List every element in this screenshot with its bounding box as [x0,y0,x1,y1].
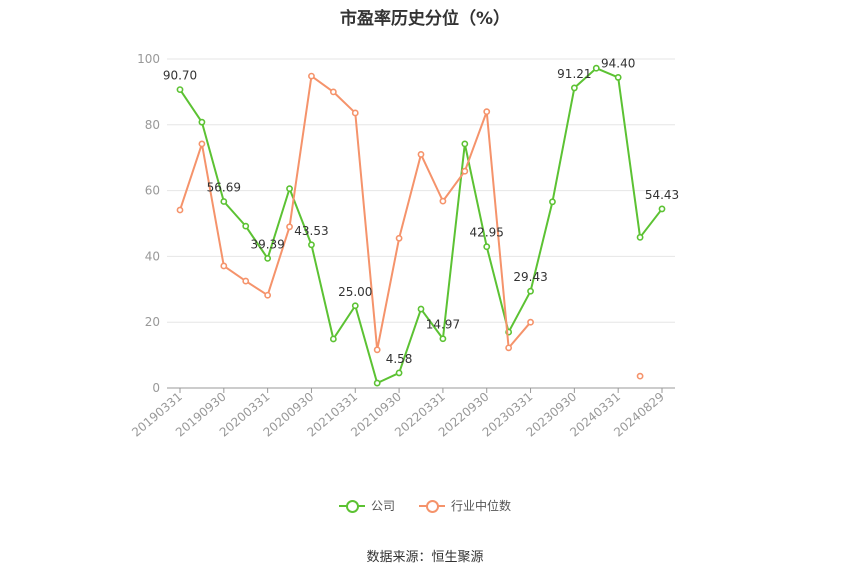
y-tick-label: 100 [137,52,160,66]
data-point-company [351,302,359,310]
data-point-company [570,84,578,92]
data-label: 4.58 [386,352,413,366]
data-point-company [636,233,644,241]
data-point-industry-median [329,88,337,96]
data-point-industry-median [483,108,491,116]
grid [167,58,675,323]
data-labels: 90.70 56.69 39.39 43.53 25.00 4.58 14.97 42.95 2… [163,56,679,366]
data-point-company [592,64,600,72]
y-tick-label: 20 [145,315,160,329]
data-point-industry-median [395,234,403,242]
data-point-company [220,198,228,205]
y-tick-label: 80 [145,118,160,132]
y-tick-label: 60 [145,184,160,198]
data-point-industry-median [351,109,359,117]
data-point-company [461,140,469,148]
data-point-industry-median [461,167,469,175]
data-label: 29.43 [513,270,547,284]
data-label: 90.70 [163,69,197,83]
series-layer [176,64,666,387]
data-point-industry-median [417,151,425,158]
data-label: 54.43 [645,188,679,202]
data-label: 91.21 [557,67,591,81]
data-point-company [614,74,622,81]
data-label: 42.95 [470,226,504,240]
data-point-company [658,205,666,213]
data-point-company [373,379,381,387]
data-label: 94.40 [601,56,635,70]
data-point-industry-median [242,277,250,285]
chart-title: 市盈率历史分位（%） [339,9,511,29]
data-point-industry-median [527,318,534,326]
data-point-company [242,222,250,230]
data-point-company [483,243,491,251]
data-point-industry-median [308,72,315,80]
data-point-company [329,335,337,343]
data-point-industry-median [220,262,228,270]
data-point-company [308,241,315,249]
data-point-company [286,185,293,193]
y-tick-label: 40 [145,249,160,263]
data-label: 39.39 [250,237,284,251]
data-point-company [527,287,534,295]
data-label: 14.97 [426,318,460,332]
data-point-industry-median [176,206,184,214]
data-point-industry-median [505,344,513,352]
data-label: 56.69 [207,180,241,194]
legend-item-industry-median[interactable]: 行业中位数 [419,497,511,514]
data-point-company [395,369,403,377]
legend: 公司 行业中位数 [0,497,850,514]
legend-label-industry-median: 行业中位数 [451,499,512,513]
data-point-industry-median [198,140,206,148]
legend-item-company[interactable]: 公司 [338,497,395,514]
axes: 0204060801002019033120190930202003312020… [129,52,675,440]
legend-label-company: 公司 [370,499,395,513]
data-point-industry-median [373,346,381,354]
data-point-company [439,335,447,343]
source-note: 数据来源：恒生聚源 [366,550,484,565]
data-point-company [549,198,556,206]
legend-swatch-company [338,499,365,513]
series-company [176,64,666,387]
data-point-company [176,86,184,93]
data-point-industry-median [264,291,272,299]
y-tick-label: 0 [152,381,160,395]
data-point-company [264,255,272,262]
series-industry-median [176,72,644,380]
data-label: 25.00 [338,285,372,299]
data-point-industry-median [636,372,644,380]
legend-swatch-industry-median [419,499,445,513]
data-point-industry-median [439,197,447,205]
data-label: 43.53 [294,224,328,238]
data-point-industry-median [286,223,293,231]
series-line-company [179,67,663,385]
data-point-company [417,305,425,313]
data-point-company [198,118,206,126]
